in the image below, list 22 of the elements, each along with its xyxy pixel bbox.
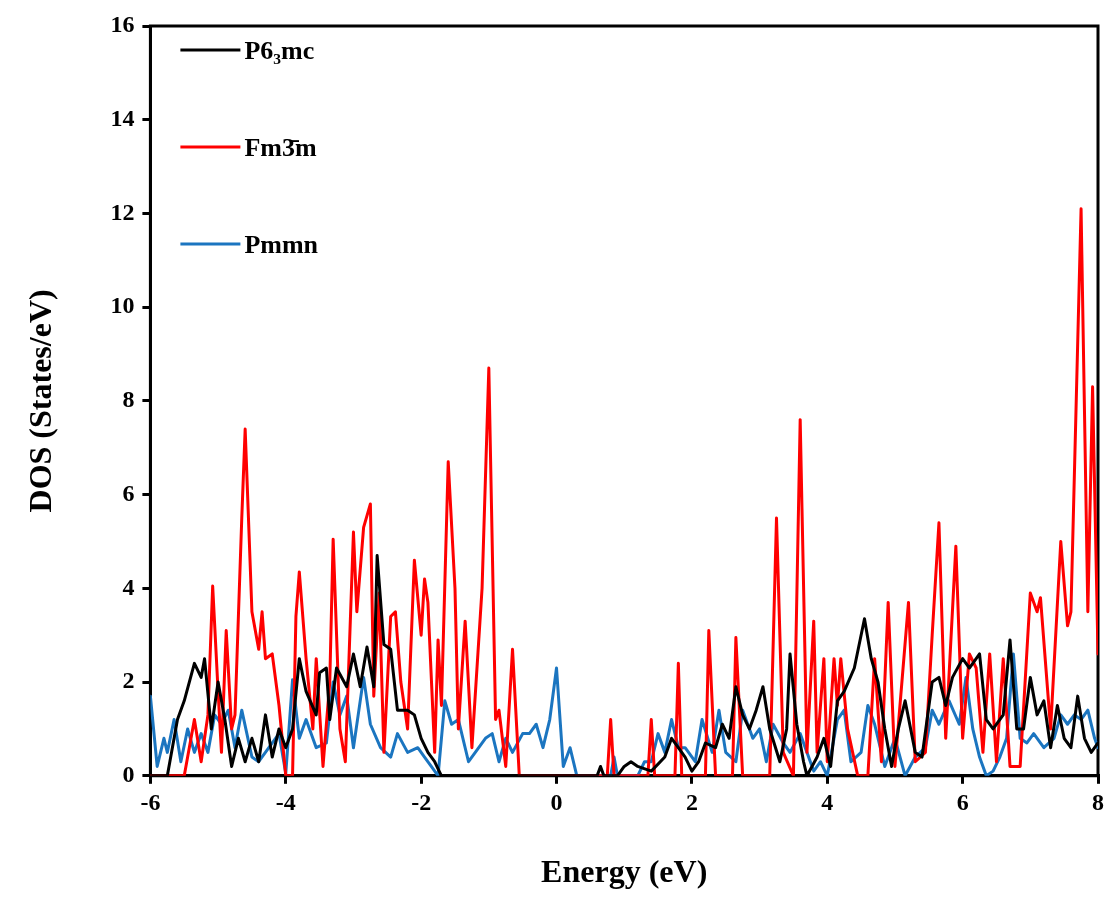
y-tick-label: 2: [122, 667, 135, 694]
x-tick-label: -6: [140, 789, 161, 816]
x-tick-label: 2: [685, 789, 698, 816]
y-tick-label: 12: [110, 198, 135, 225]
x-tick-label: 8: [1092, 789, 1104, 816]
y-tick-label: 0: [122, 761, 135, 787]
legend-label: P6₃mc: [244, 35, 315, 65]
y-tick-label: 14: [110, 104, 135, 131]
y-tick-label: 8: [122, 386, 135, 413]
x-tick-label: -2: [411, 789, 432, 816]
y-tick-label: 6: [122, 479, 135, 506]
x-tick-label: -4: [275, 789, 296, 816]
y-tick-label: 16: [110, 11, 135, 38]
y-tick-label: 4: [122, 573, 135, 600]
x-tick-label: 0: [550, 789, 563, 816]
x-tick-label: 4: [821, 789, 834, 816]
y-axis-title: DOS (States/eV): [22, 289, 59, 513]
legend-label: Pmmn: [244, 229, 319, 259]
x-tick-label: 6: [956, 789, 969, 816]
y-tick-label: 10: [110, 292, 135, 319]
legend-label: Fm3̄m: [244, 132, 317, 162]
x-axis-title: Energy (eV): [541, 853, 708, 890]
